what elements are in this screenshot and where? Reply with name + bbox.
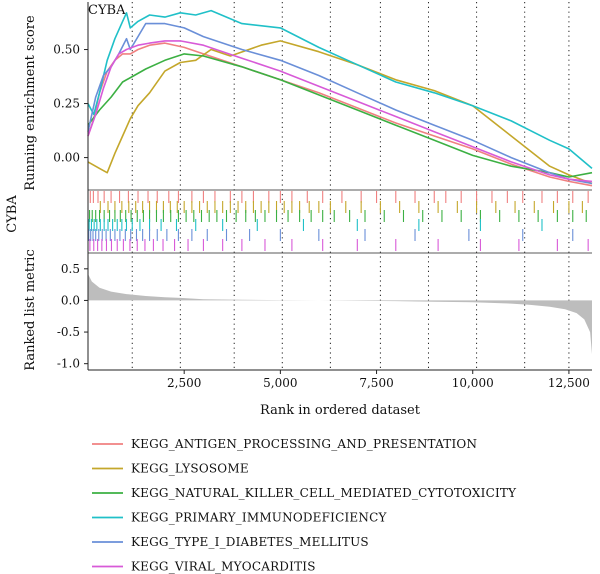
vline-layer: [131, 2, 570, 370]
y-axis-label-ranked-metric: Ranked list metric: [23, 249, 38, 370]
legend-label-series-3: KEGG_NATURAL_KILLER_CELL_MEDIATED_CYTOTO…: [131, 486, 517, 500]
y-tick-label-running-score: 0.00: [53, 151, 80, 165]
ranked-metric-area: [88, 273, 592, 355]
x-tick-label: 5,000: [263, 376, 297, 390]
y-tick-label-running-score: 0.50: [53, 43, 80, 57]
score-line-series-6: [87, 40, 593, 183]
legend-label-series-4: KEGG_PRIMARY_IMMUNODEFICIENCY: [131, 511, 387, 525]
score-line-series-3: [87, 53, 593, 178]
x-tick-label: 7,500: [359, 376, 393, 390]
legend-label-series-1: KEGG_ANTIGEN_PROCESSING_AND_PRESENTATION: [131, 437, 477, 451]
hit-ticks-panel: [88, 191, 589, 251]
ranked-metric-panel: [88, 273, 592, 355]
y-axis-label-running-score: Running enrichment score: [23, 15, 38, 191]
running-score-panel: [87, 9, 593, 187]
legend-label-series-6: KEGG_VIRAL_MYOCARDITIS: [131, 560, 316, 574]
panel-frames: [87, 2, 592, 371]
y-tick-label-ranked-metric: -1.0: [57, 357, 80, 371]
score-line-series-4: [87, 9, 593, 170]
x-tick-label: 12,500: [548, 376, 590, 390]
axes: 0.00 0.25 0.50 0.5 0.0 -0.5 -1.0 2,500 5,000 7,50…: [53, 43, 590, 390]
hits-side-label: CYBA: [5, 195, 20, 233]
y-tick-label-ranked-metric: 0.5: [61, 262, 80, 276]
score-line-series-2: [87, 40, 593, 185]
legend: KEGG_ANTIGEN_PROCESSING_AND_PRESENTATION…: [92, 437, 517, 574]
chart-title: CYBA: [88, 3, 126, 18]
x-tick-label: 2,500: [167, 376, 201, 390]
x-axis-label: Rank in ordered dataset: [260, 403, 421, 418]
legend-label-series-2: KEGG_LYSOSOME: [131, 462, 249, 476]
y-tick-label-ranked-metric: 0.0: [61, 293, 80, 307]
y-tick-label-running-score: 0.25: [53, 97, 80, 111]
y-tick-label-ranked-metric: -0.5: [57, 325, 80, 339]
legend-label-series-5: KEGG_TYPE_I_DIABETES_MELLITUS: [131, 535, 369, 549]
x-tick-label: 10,000: [452, 376, 494, 390]
